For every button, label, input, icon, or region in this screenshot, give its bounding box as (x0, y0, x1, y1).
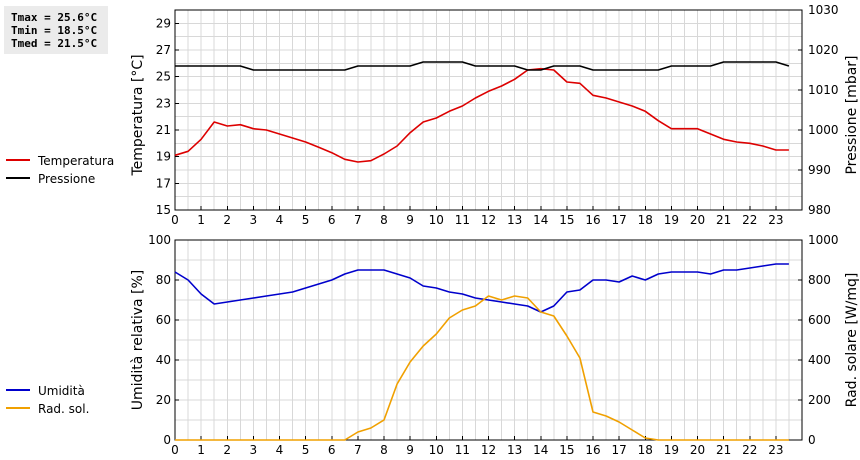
bottom-y-tick-label: 60 (156, 313, 171, 327)
top-x-tick-label: 17 (611, 213, 626, 227)
top-x-tick-label: 4 (276, 213, 284, 227)
top-x-tick-label: 10 (429, 213, 444, 227)
top-y2-tick-label: 1010 (808, 83, 839, 97)
stats-tmax: Tmax = 25.6°C (11, 11, 97, 24)
bottom-y2-tick-label: 1000 (808, 233, 839, 247)
stats-tmed: Tmed = 21.5°C (11, 37, 97, 50)
bottom-y-tick-label: 0 (163, 433, 171, 447)
stats-box (4, 6, 108, 54)
top-x-tick-label: 7 (354, 213, 362, 227)
bottom-x-tick-label: 23 (768, 443, 783, 457)
bottom-y-tick-label: 20 (156, 393, 171, 407)
top-right-axis-title: Pressione [mbar] (844, 55, 860, 174)
top-x-tick-label: 0 (171, 213, 179, 227)
top-x-tick-label: 8 (380, 213, 388, 227)
bottom-x-tick-label: 8 (380, 443, 388, 457)
top-x-tick-label: 11 (455, 213, 470, 227)
top-y2-tick-label: 980 (808, 203, 831, 217)
temperature-pressure-plot: 0 1 2 3 4 5 6 7 8 9 10 11 12 13 14 15 16 17 18 19 20 21 22 2315… (156, 3, 839, 227)
top-x-tick-label: 18 (638, 213, 653, 227)
top-x-tick-label: 12 (481, 213, 496, 227)
bottom-x-tick-label: 17 (611, 443, 626, 457)
top-x-tick-label: 2 (223, 213, 231, 227)
top-y2-tick-label: 990 (808, 163, 831, 177)
bottom-x-tick-label: 13 (507, 443, 522, 457)
top-x-tick-label: 3 (250, 213, 258, 227)
bottom-y-tick-label: 40 (156, 353, 171, 367)
bottom-x-tick-label: 0 (171, 443, 179, 457)
bottom-y2-tick-label: 400 (808, 353, 831, 367)
top-left-axis-title: Temperatura [°C] (130, 54, 146, 176)
top-y-tick-label: 23 (156, 96, 171, 110)
bottom-y-tick-label: 100 (148, 233, 171, 247)
top-y-tick-label: 29 (156, 16, 171, 30)
top-x-tick-label: 1 (197, 213, 205, 227)
bottom-x-tick-label: 21 (716, 443, 731, 457)
top-series-pressione (175, 61, 790, 71)
top-x-tick-label: 6 (328, 213, 336, 227)
top-x-tick-label: 23 (768, 213, 783, 227)
bottom-x-tick-label: 20 (690, 443, 705, 457)
bottom-x-tick-label: 1 (197, 443, 205, 457)
top-x-tick-label: 22 (742, 213, 757, 227)
top-y2-tick-label: 1030 (808, 3, 839, 17)
top-x-tick-label: 13 (507, 213, 522, 227)
bottom-x-tick-label: 10 (429, 443, 444, 457)
bottom-x-tick-label: 16 (585, 443, 600, 457)
bottom-x-tick-label: 15 (559, 443, 574, 457)
bottom-x-tick-label: 14 (533, 443, 548, 457)
legend-label-radsol: Rad. sol. (38, 402, 89, 416)
bottom-x-tick-label: 11 (455, 443, 470, 457)
stats-tmin: Tmin = 18.5°C (11, 24, 97, 37)
bottom-y2-tick-label: 0 (808, 433, 816, 447)
bottom-series-umidit- (174, 263, 789, 313)
top-x-tick-label: 9 (406, 213, 414, 227)
bottom-x-tick-label: 9 (406, 443, 414, 457)
bottom-x-tick-label: 4 (276, 443, 284, 457)
bottom-x-tick-label: 6 (328, 443, 336, 457)
legend-label-umidita: Umidità (38, 384, 85, 398)
top-y-tick-label: 25 (156, 70, 171, 84)
top-y-tick-label: 15 (156, 203, 171, 217)
top-y-tick-label: 21 (156, 123, 171, 137)
bottom-x-tick-label: 7 (354, 443, 362, 457)
top-y2-tick-label: 1020 (808, 43, 839, 57)
top-series-temperatura (174, 67, 789, 163)
bottom-y2-tick-label: 600 (808, 313, 831, 327)
bottom-series-rad-sol- (175, 295, 789, 441)
bottom-y2-tick-label: 800 (808, 273, 831, 287)
top-x-tick-label: 15 (559, 213, 574, 227)
bottom-x-tick-label: 18 (638, 443, 653, 457)
humidity-radiation-plot: 0 1 2 3 4 5 6 7 8 9 10 11 12 13 14 15 16 17 18 19 20 21 22 2302… (148, 233, 838, 457)
bottom-y-tick-label: 80 (156, 273, 171, 287)
bottom-x-tick-label: 2 (223, 443, 231, 457)
legend-label-temperatura: Temperatura (37, 154, 114, 168)
bottom-left-axis-title: Umidità relativa [%] (130, 270, 146, 411)
top-x-tick-label: 14 (533, 213, 548, 227)
bottom-y2-tick-label: 200 (808, 393, 831, 407)
bottom-x-tick-label: 12 (481, 443, 496, 457)
bottom-x-tick-label: 22 (742, 443, 757, 457)
top-y-tick-label: 17 (156, 176, 171, 190)
bottom-x-tick-label: 19 (664, 443, 679, 457)
top-y-tick-label: 27 (156, 43, 171, 57)
top-y-tick-label: 19 (156, 150, 171, 164)
bottom-x-tick-label: 5 (302, 443, 310, 457)
top-x-tick-label: 19 (664, 213, 679, 227)
top-x-tick-label: 20 (690, 213, 705, 227)
bottom-right-axis-title: Rad. solare [W/mq] (844, 273, 860, 408)
top-x-tick-label: 16 (585, 213, 600, 227)
top-x-tick-label: 5 (302, 213, 310, 227)
bottom-x-tick-label: 3 (250, 443, 258, 457)
top-y2-tick-label: 1000 (808, 123, 839, 137)
top-x-tick-label: 21 (716, 213, 731, 227)
legend-label-pressione: Pressione (38, 172, 95, 186)
